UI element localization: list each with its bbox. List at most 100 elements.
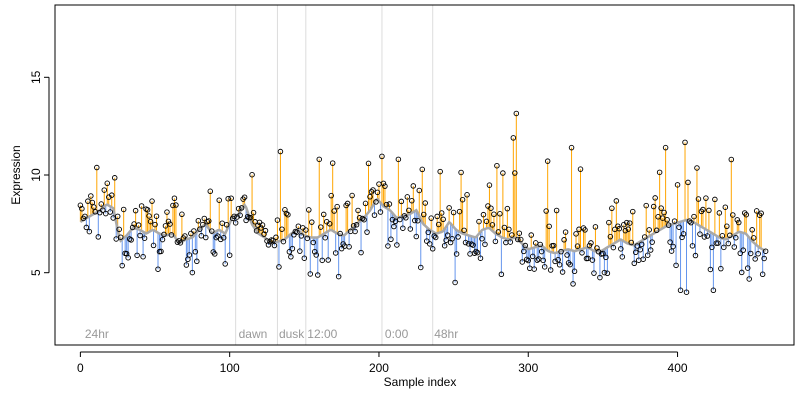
- data-point-320: [555, 256, 561, 263]
- data-point-186: [355, 207, 361, 214]
- data-point-406: [683, 289, 690, 295]
- data-point-185: [353, 222, 360, 228]
- data-point-270: [480, 211, 487, 218]
- data-point-218: [403, 215, 409, 221]
- data-point-312: [543, 208, 549, 214]
- data-point-93: [216, 197, 222, 203]
- data-point-220: [406, 207, 412, 214]
- data-point-439: [733, 234, 739, 241]
- data-point-152: [304, 235, 311, 242]
- data-point-130: [271, 242, 278, 249]
- data-point-214: [397, 216, 403, 223]
- data-point-235: [428, 215, 434, 221]
- data-point-384: [650, 203, 657, 210]
- data-point-84: [203, 234, 209, 241]
- data-point-441: [736, 219, 742, 226]
- data-point-108: [238, 205, 245, 211]
- data-point-234: [426, 241, 433, 247]
- data-point-454: [755, 250, 761, 257]
- data-point-174: [337, 230, 343, 237]
- data-point-266: [474, 249, 481, 256]
- data-point-201: [377, 209, 384, 215]
- data-point-43: [141, 235, 148, 241]
- data-point-456: [758, 210, 764, 216]
- data-point-83: [201, 215, 208, 222]
- data-point-142: [289, 245, 296, 252]
- data-point-417: [700, 206, 706, 213]
- data-point-300: [525, 257, 532, 264]
- data-point-180: [346, 244, 352, 250]
- data-point-230: [421, 211, 427, 218]
- data-point-115: [249, 171, 255, 178]
- data-point-172: [334, 203, 340, 210]
- data-point-415: [697, 231, 703, 237]
- data-point-92: [214, 233, 221, 239]
- data-point-249: [449, 236, 455, 242]
- y-tick-label-2: 15: [29, 70, 43, 84]
- data-point-48: [149, 198, 155, 204]
- data-point-286: [504, 205, 511, 212]
- x-tick-label-4: 400: [668, 361, 688, 375]
- data-point-252: [453, 251, 460, 257]
- data-point-57: [162, 223, 169, 229]
- data-point-438: [731, 244, 738, 250]
- data-point-448: [746, 276, 752, 282]
- data-point-451: [750, 235, 757, 241]
- data-point-303: [529, 253, 536, 260]
- data-point-435: [727, 232, 733, 239]
- data-point-367: [625, 226, 632, 232]
- data-point-6: [86, 228, 93, 235]
- data-point-256: [459, 196, 466, 203]
- data-point-91: [213, 234, 219, 241]
- annotations: 24hr dawn dusk 12:00 0:00 48hr: [85, 327, 458, 341]
- data-point-264: [471, 250, 478, 256]
- data-point-294: [516, 230, 523, 236]
- data-point-247: [446, 205, 452, 211]
- data-point-198: [373, 199, 379, 205]
- data-point-41: [138, 203, 145, 209]
- data-point-232: [423, 238, 430, 244]
- data-point-34: [128, 237, 134, 243]
- data-point-370: [630, 208, 636, 215]
- data-point-16: [101, 187, 108, 193]
- data-point-73: [186, 252, 193, 258]
- data-point-378: [641, 234, 648, 240]
- data-point-20: [107, 209, 113, 215]
- data-point-55: [159, 236, 166, 243]
- data-point-432: [722, 204, 729, 210]
- data-point-289: [509, 232, 515, 238]
- annotation-label-4: 0:00: [385, 327, 409, 341]
- data-point-408: [686, 218, 693, 224]
- data-point-105: [234, 214, 240, 220]
- data-point-199: [374, 189, 381, 196]
- data-point-383: [649, 239, 655, 245]
- data-point-197: [371, 212, 378, 218]
- data-point-372: [632, 249, 639, 256]
- data-point-168: [328, 192, 334, 199]
- data-point-399: [673, 262, 679, 269]
- data-point-64: [173, 202, 179, 208]
- data-point-287: [506, 226, 512, 233]
- data-point-368: [627, 220, 633, 226]
- data-point-306: [534, 257, 540, 263]
- data-point-163: [320, 211, 327, 218]
- data-point-295: [518, 236, 524, 243]
- data-point-110: [241, 194, 248, 200]
- data-point-59: [165, 218, 172, 225]
- data-point-239: [434, 213, 440, 220]
- data-point-156: [310, 239, 317, 246]
- data-point-151: [303, 227, 309, 233]
- data-point-275: [488, 205, 494, 211]
- data-point-138: [283, 210, 290, 217]
- data-point-385: [652, 195, 658, 201]
- data-point-21: [108, 192, 115, 198]
- data-point-323: [559, 269, 566, 275]
- data-point-244: [441, 242, 448, 249]
- data-point-184: [352, 228, 358, 235]
- data-point-280: [495, 229, 502, 235]
- data-point-277: [491, 211, 497, 218]
- data-point-304: [531, 266, 537, 272]
- data-point-202: [379, 153, 385, 160]
- data-point-242: [438, 210, 445, 216]
- data-point-88: [209, 228, 215, 234]
